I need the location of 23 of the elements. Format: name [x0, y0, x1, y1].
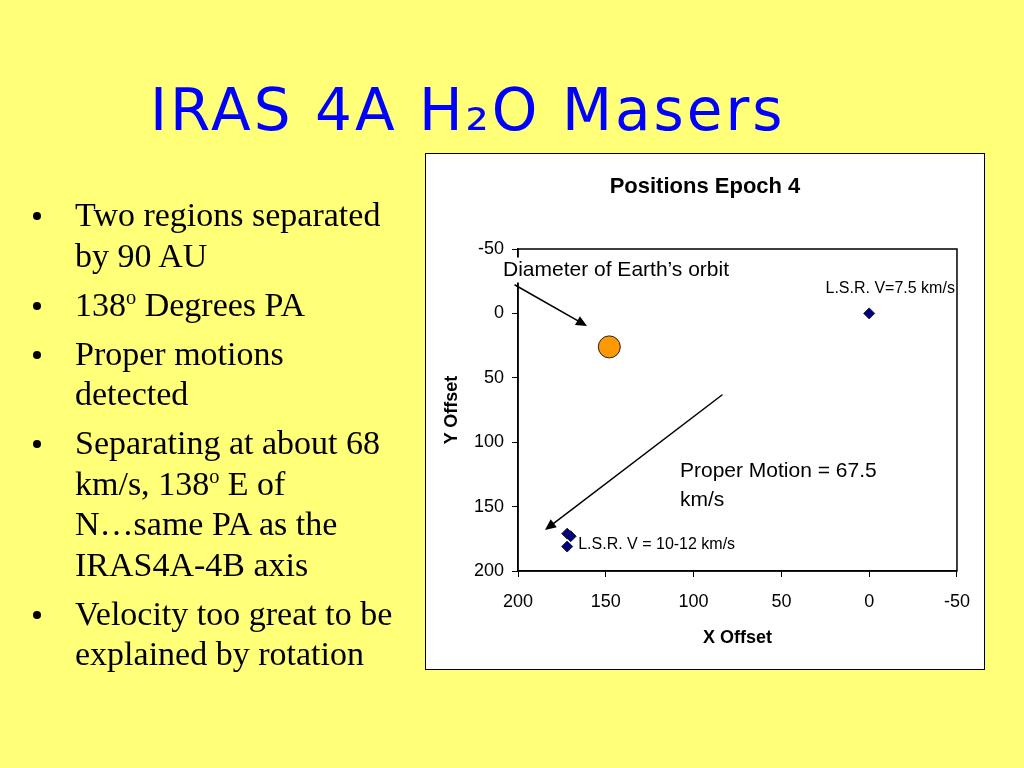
text: Two regions separated by 90 AU — [75, 196, 381, 274]
x-tick-label: 150 — [590, 590, 621, 611]
annotation: Diameter of Earth’s orbit — [503, 256, 730, 280]
annotation: Proper Motion = 67.5 km/s — [680, 457, 877, 510]
y-axis-title: Y Offset — [440, 375, 461, 445]
y-tick-label: -50 — [477, 237, 504, 258]
y-tick-label: 50 — [483, 366, 504, 387]
y-tick-label: 0 — [493, 302, 504, 323]
x-axis-title: X Offset — [702, 627, 773, 648]
annotation: L.S.R. V=7.5 km/s — [825, 278, 955, 296]
text: Velocity too great to be explained by rotation — [75, 594, 393, 672]
y-tick-label: 150 — [473, 495, 504, 516]
chart-subtitle: Positions Epoch 4 — [609, 173, 802, 199]
x-tick-label: -50 — [943, 590, 970, 611]
text: 138$^{o}$ Degrees PA — [75, 285, 305, 323]
y-tick-label: 200 — [473, 559, 504, 580]
x-tick-label: 0 — [864, 590, 875, 611]
annotation: L.S.R. V = 10-12 km/s — [578, 534, 736, 552]
y-tick-label: 100 — [473, 431, 504, 452]
x-tick-label: 50 — [771, 590, 792, 611]
x-tick-label: 100 — [678, 590, 709, 611]
chart-title: IRAS 4A H₂O Masers — [150, 76, 786, 144]
x-tick-label: 200 — [502, 590, 534, 611]
